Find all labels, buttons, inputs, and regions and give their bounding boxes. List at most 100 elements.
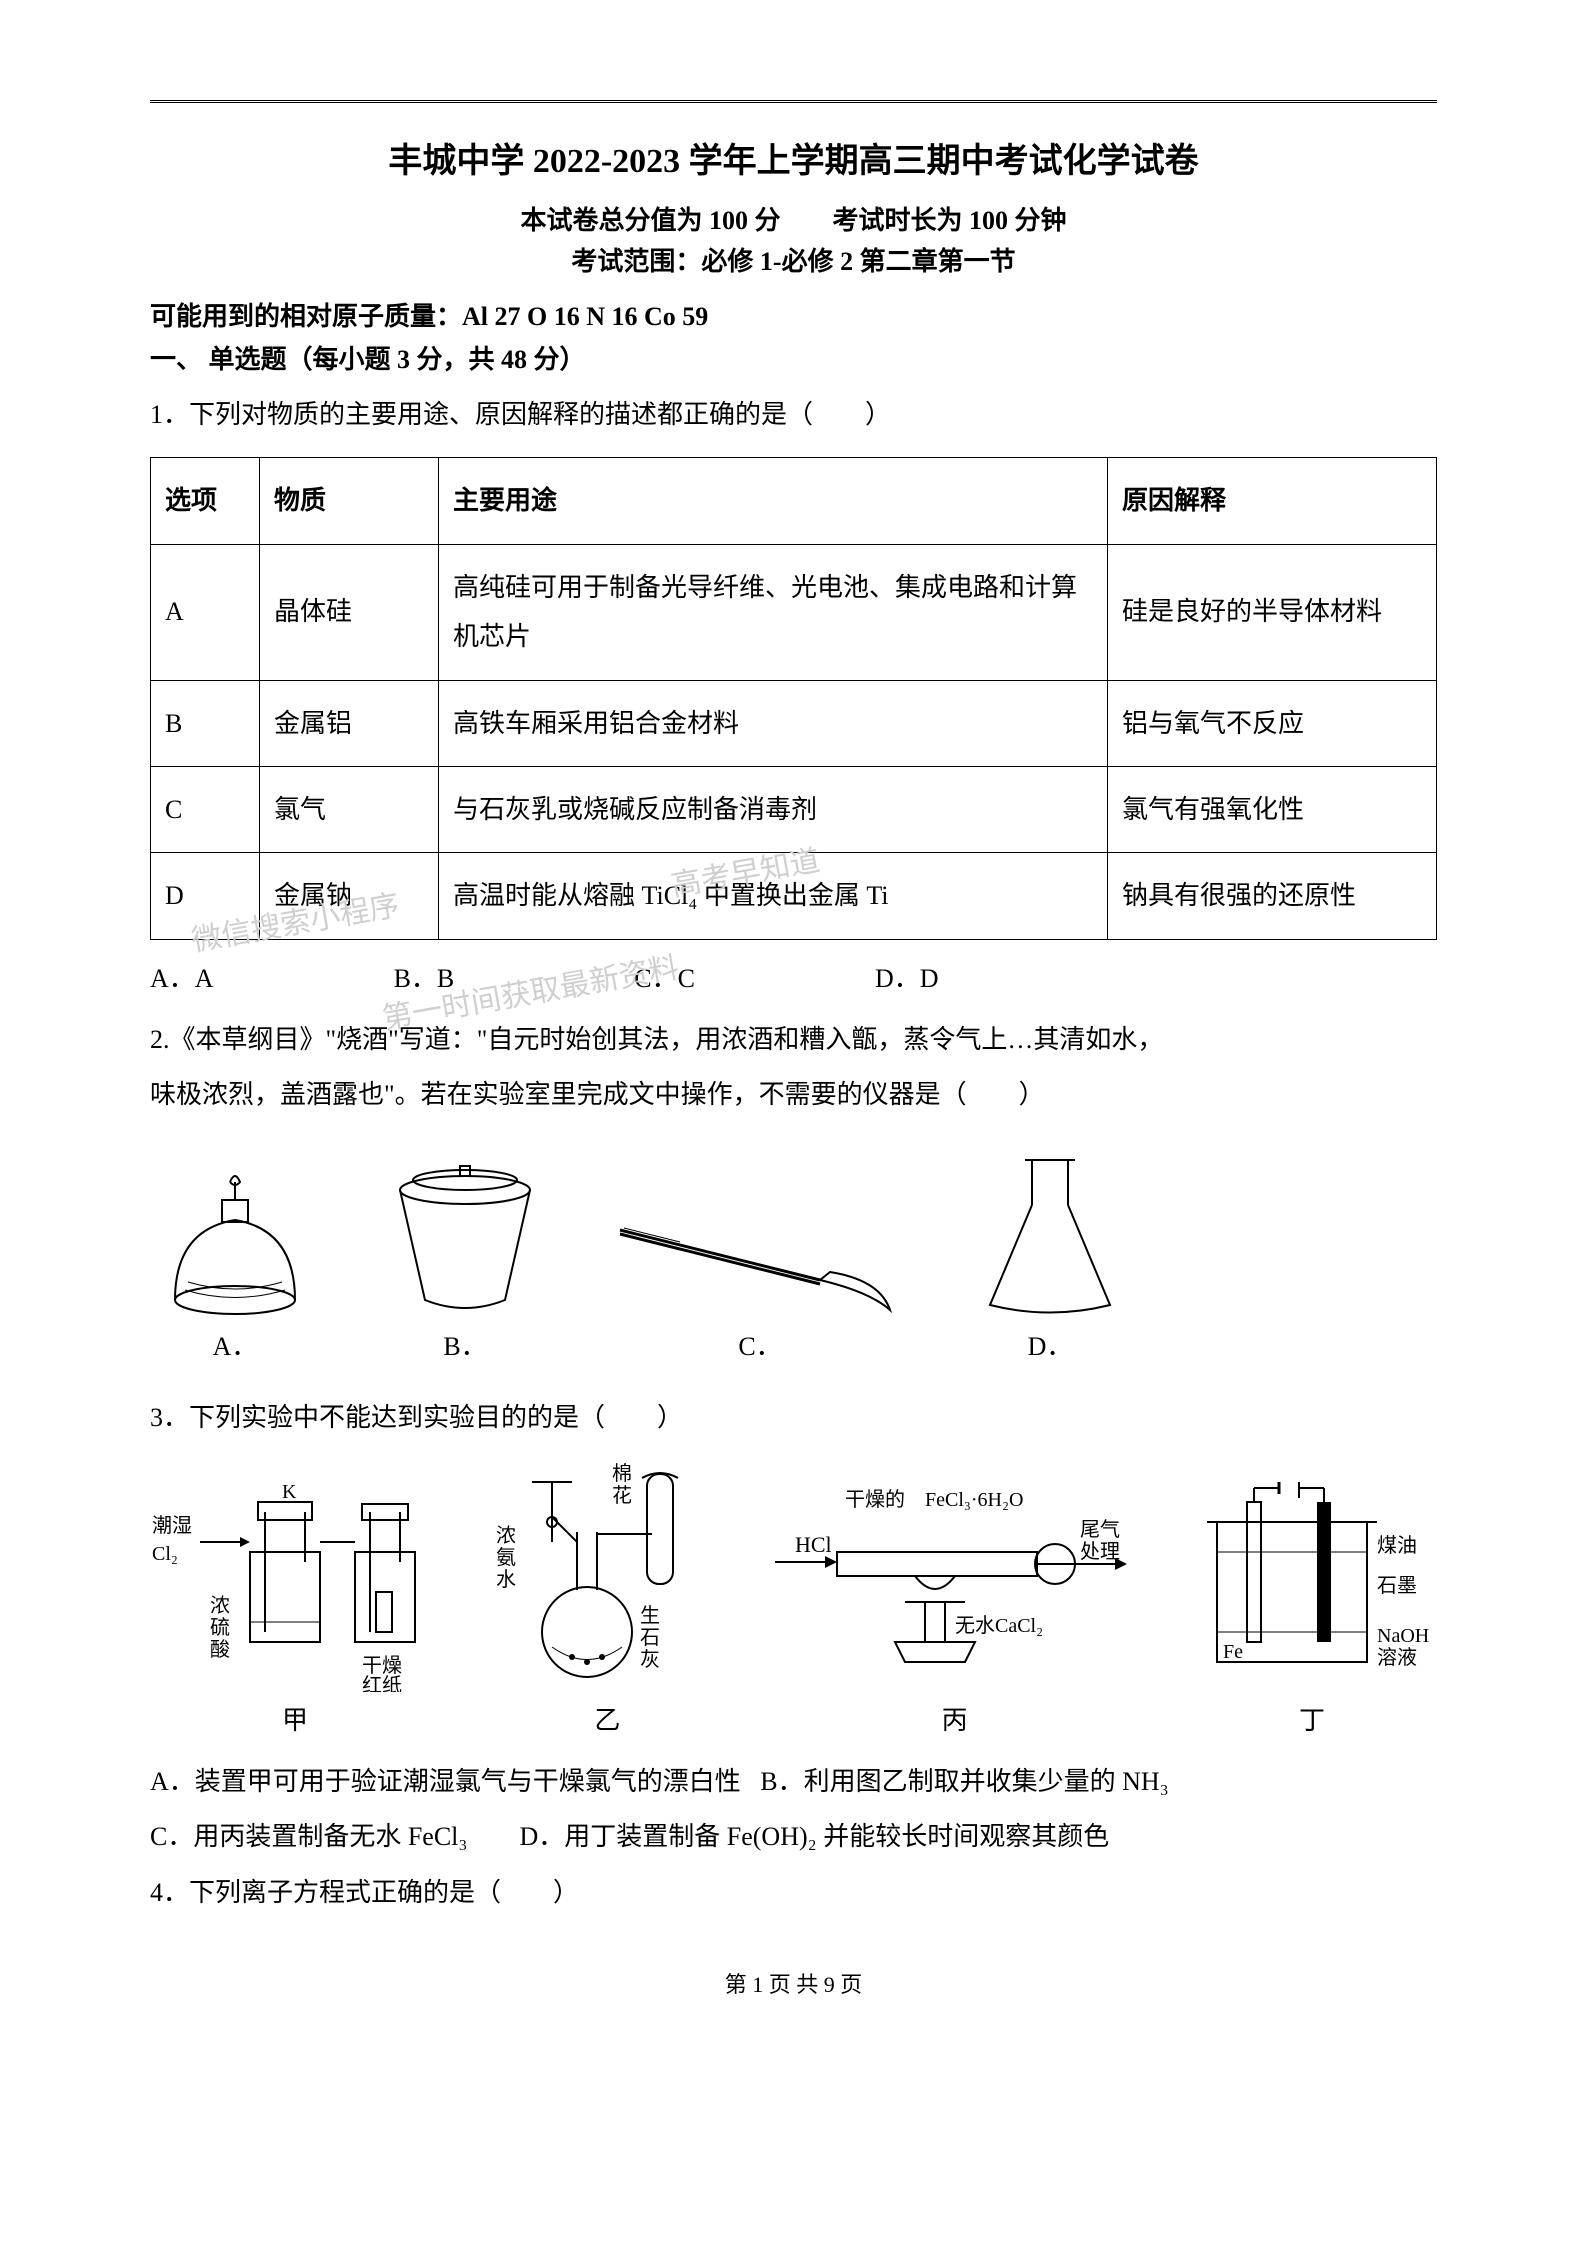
th-use: 主要用途 [439, 458, 1108, 544]
label-hcl: HCl [795, 1532, 832, 1557]
cell-reason: 氯气有强氧化性 [1108, 766, 1437, 852]
q2-option-b: B． [380, 1160, 550, 1363]
q3-caption-ding: 丁 [1299, 1700, 1325, 1737]
q3-optD: D．用丁装置制备 Fe(OH)₂ 并能较长时间观察其颜色 [519, 1822, 1109, 1851]
cell-use: 与石灰乳或烧碱反应制备消毒剂 [439, 766, 1108, 852]
label-K: K [282, 1482, 297, 1503]
svg-text:浓: 浓 [496, 1524, 516, 1547]
q3-optC: C．用丙装置制备无水 FeCl₃ [150, 1822, 467, 1851]
th-reason: 原因解释 [1108, 458, 1437, 544]
exam-page: 丰城中学 2022-2023 学年上学期高三期中考试化学试卷 本试卷总分值为 1… [0, 0, 1587, 2059]
spatula-icon [610, 1200, 910, 1320]
atomic-masses: 可能用到的相对原子质量：Al 27 O 16 N 16 Co 59 [150, 296, 1437, 333]
cell-reason: 硅是良好的半导体材料 [1108, 544, 1437, 680]
cell-use: 高铁车厢采用铝合金材料 [439, 680, 1108, 766]
choice-a: A．A [150, 958, 214, 995]
label-cacl2: 无水CaCl₂ [955, 1614, 1043, 1637]
q3-jia: 潮湿 Cl₂ 浓 硫 酸 K [150, 1482, 440, 1737]
label-meiyou: 煤油 [1377, 1534, 1417, 1557]
q3-options-ab: A．装置甲可用于验证潮湿氯气与干燥氯气的漂白性 B．利用图乙制取并收集少量的 N… [150, 1757, 1437, 1806]
apparatus-bing-icon: 干燥的 FeCl₃·6H₂O HCl 无水CaCl₂ [775, 1482, 1135, 1692]
section-1-head: 一、 单选题（每小题 3 分，共 48 分） [150, 339, 1437, 376]
choice-b: B．B [394, 958, 455, 995]
svg-text:尾气: 尾气 [1080, 1518, 1120, 1541]
top-rule [150, 100, 1437, 103]
q3-optA: A．装置甲可用于验证潮湿氯气与干燥氯气的漂白性 [150, 1767, 741, 1796]
label-fe: Fe [1223, 1641, 1243, 1663]
svg-text:生: 生 [640, 1604, 660, 1627]
label-nongliusuan: 浓 [210, 1594, 230, 1617]
q2-stem-line2: 味极浓烈，盖酒露也"。若在实验室里完成文中操作，不需要的仪器是（ ） [150, 1070, 1437, 1119]
cell-opt: B [151, 680, 260, 766]
svg-text:溶液: 溶液 [1377, 1646, 1417, 1669]
cell-opt: A [151, 544, 260, 680]
q2-label-a: A． [213, 1326, 258, 1363]
svg-text:石: 石 [640, 1627, 660, 1649]
q3-caption-yi: 乙 [594, 1700, 620, 1737]
svg-text:红纸: 红纸 [362, 1674, 402, 1692]
page-number: 第 1 页 共 9 页 [150, 1967, 1437, 1999]
page-title: 丰城中学 2022-2023 学年上学期高三期中考试化学试卷 [150, 133, 1437, 182]
q1-choices: A．A B．B C．C D．D [150, 958, 1437, 995]
label-ganzao: 干燥 [362, 1654, 402, 1677]
q3-ding: 煤油 NaOH 溶液 Fe 石墨 丁 [1187, 1482, 1437, 1737]
choice-d: D．D [875, 958, 939, 995]
table-row: D 金属钠 高温时能从熔融 TiCl₄ 中置换出金属 Ti 钠具有很强的还原性 [151, 853, 1437, 939]
svg-text:水: 水 [496, 1568, 516, 1591]
q4-stem: 4．下列离子方程式正确的是（ ） [150, 1868, 1437, 1917]
svg-text:处理: 处理 [1080, 1540, 1120, 1563]
q2-option-d: D． [970, 1150, 1130, 1363]
cell-sub: 金属钠 [260, 853, 439, 939]
erlenmeyer-flask-icon [970, 1150, 1130, 1320]
q3-caption-bing: 丙 [942, 1700, 968, 1737]
label-chaoshi: 潮湿 [152, 1514, 192, 1537]
cell-sub: 氯气 [260, 766, 439, 852]
table-row: C 氯气 与石灰乳或烧碱反应制备消毒剂 氯气有强氧化性 [151, 766, 1437, 852]
th-option: 选项 [151, 458, 260, 544]
q3-caption-jia: 甲 [282, 1700, 308, 1737]
svg-text:灰: 灰 [640, 1648, 660, 1671]
cell-sub: 金属铝 [260, 680, 439, 766]
th-substance: 物质 [260, 458, 439, 544]
cell-opt: C [151, 766, 260, 852]
q2-label-b: B． [443, 1326, 486, 1363]
crucible-icon [380, 1160, 550, 1320]
q1-table: 选项 物质 主要用途 原因解释 A 晶体硅 高纯硅可用于制备光导纤维、光电池、集… [150, 457, 1437, 939]
q2-stem-line1: 2.《本草纲目》"烧酒"写道："自元时始创其法，用浓酒和糟入甑，蒸令气上…其清如… [150, 1015, 1437, 1064]
q3-figures: 潮湿 Cl₂ 浓 硫 酸 K [150, 1462, 1437, 1737]
cell-sub: 晶体硅 [260, 544, 439, 680]
subtitle-scope: 考试范围：必修 1-必修 2 第二章第一节 [150, 241, 1437, 278]
label-shimo: 石墨 [1377, 1575, 1417, 1597]
cell-use: 高纯硅可用于制备光导纤维、光电池、集成电路和计算机芯片 [439, 544, 1108, 680]
label-fecl3: FeCl₃·6H₂O [925, 1489, 1023, 1511]
q2-option-a: A． [150, 1170, 320, 1363]
q2-label-c: C． [738, 1326, 781, 1363]
table-row: B 金属铝 高铁车厢采用铝合金材料 铝与氧气不反应 [151, 680, 1437, 766]
table-header-row: 选项 物质 主要用途 原因解释 [151, 458, 1437, 544]
svg-text:花: 花 [612, 1484, 632, 1507]
q3-bing: 干燥的 FeCl₃·6H₂O HCl 无水CaCl₂ [775, 1482, 1135, 1737]
label-ganzaode: 干燥的 [845, 1488, 905, 1511]
cell-reason: 铝与氧气不反应 [1108, 680, 1437, 766]
apparatus-ding-icon: 煤油 NaOH 溶液 Fe 石墨 [1187, 1482, 1437, 1692]
label-cl2: Cl₂ [152, 1543, 178, 1565]
q3-stem: 3．下列实验中不能达到实验目的的是（ ） [150, 1393, 1437, 1442]
q2-option-c: C． [610, 1200, 910, 1363]
apparatus-jia-icon: 潮湿 Cl₂ 浓 硫 酸 K [150, 1482, 440, 1692]
svg-text:氨: 氨 [496, 1546, 516, 1569]
choice-c: C．C [634, 958, 695, 995]
q3-options-cd: C．用丙装置制备无水 FeCl₃ D．用丁装置制备 Fe(OH)₂ 并能较长时间… [150, 1812, 1437, 1861]
svg-text:酸: 酸 [210, 1638, 230, 1661]
q1-stem: 1．下列对物质的主要用途、原因解释的描述都正确的是（ ） [150, 390, 1437, 439]
apparatus-yi-icon: 浓 氨 水 棉 花 生 石 灰 [492, 1462, 722, 1692]
q3-yi: 浓 氨 水 棉 花 生 石 灰 乙 [492, 1462, 722, 1737]
q3-optB: B．利用图乙制取并收集少量的 NH₃ [760, 1767, 1168, 1796]
svg-text:硫: 硫 [210, 1616, 230, 1639]
subtitle-score-time: 本试卷总分值为 100 分 考试时长为 100 分钟 [150, 200, 1437, 237]
cell-reason: 钠具有很强的还原性 [1108, 853, 1437, 939]
q2-figures: A． B． C． [150, 1150, 1437, 1363]
cell-opt: D [151, 853, 260, 939]
table-row: A 晶体硅 高纯硅可用于制备光导纤维、光电池、集成电路和计算机芯片 硅是良好的半… [151, 544, 1437, 680]
alcohol-lamp-icon [150, 1170, 320, 1320]
svg-text:NaOH: NaOH [1377, 1625, 1429, 1647]
